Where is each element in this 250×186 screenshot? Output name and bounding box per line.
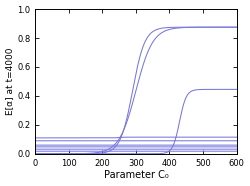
X-axis label: Parameter C₀: Parameter C₀	[104, 170, 168, 180]
Y-axis label: E[α] at t=4000: E[α] at t=4000	[6, 48, 15, 115]
